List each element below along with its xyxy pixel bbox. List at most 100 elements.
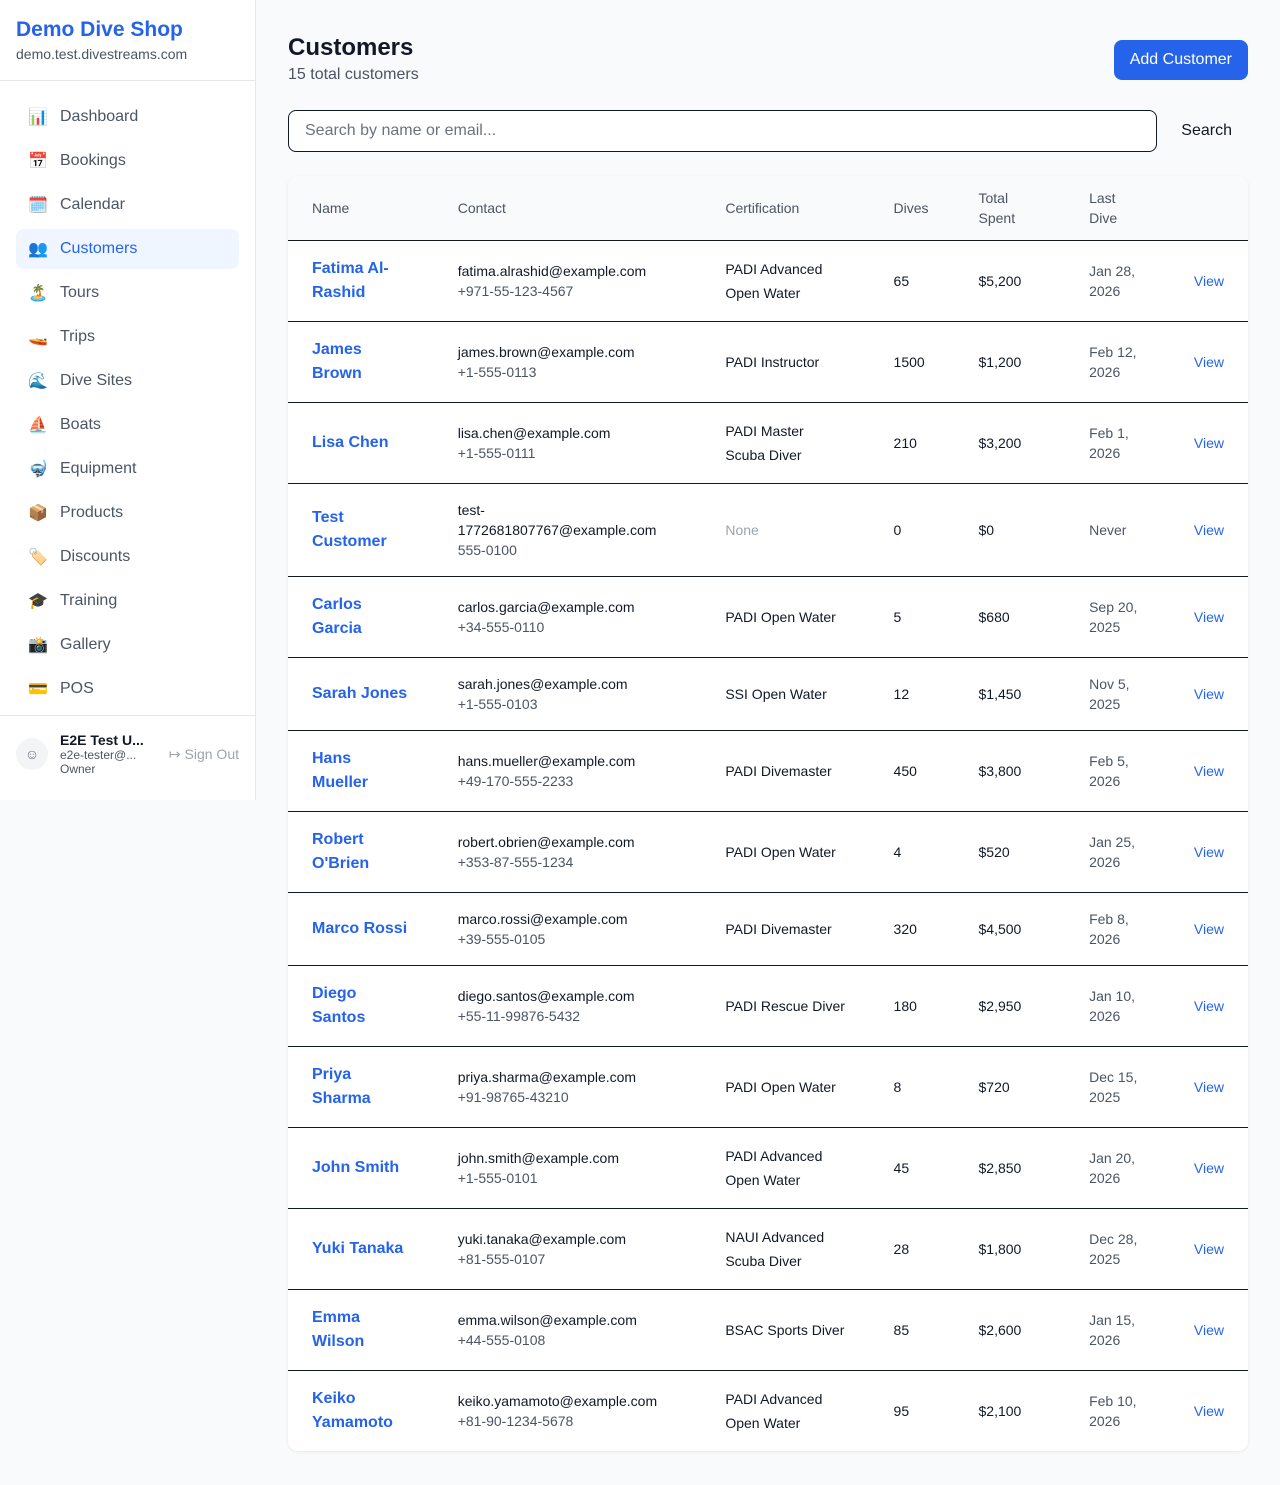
table-row: Priya Sharma priya.sharma@example.com +91… [288,1045,1248,1127]
customer-dives: 180 [869,964,955,1046]
table-row: Fatima Al-Rashid fatima.alrashid@example… [288,239,1248,321]
customer-certification: PADI Divemaster [725,762,832,779]
header-certification: Certification [701,176,870,240]
sidebar-item-customers[interactable]: 👥 Customers [16,229,239,269]
user-role: Owner [60,762,96,776]
customer-name-link[interactable]: Yuki Tanaka [312,1239,404,1257]
customer-name-link[interactable]: Keiko Yamamoto [312,1389,393,1431]
customer-email: emma.wilson@example.com [457,1311,637,1328]
customer-phone: +1-555-0103 [457,695,538,712]
customer-dives: 0 [869,482,955,576]
products-icon: 📦 [28,505,48,522]
view-customer-link[interactable]: View [1193,1321,1224,1338]
customer-certification: PADI Instructor [725,353,820,370]
customer-certification: SSI Open Water [725,685,827,702]
customer-total-spent: $5,200 [954,239,1066,321]
sidebar-item-discounts[interactable]: 🏷️ Discounts [16,537,239,577]
table-row: Robert O'Brien robert.obrien@example.com… [288,810,1248,892]
customer-email: sarah.jones@example.com [457,675,628,692]
table-row: Sarah Jones sarah.jones@example.com +1-55… [288,656,1248,730]
sign-out-button[interactable]: ↦ Sign Out [169,746,239,763]
add-customer-button[interactable]: Add Customer [1113,40,1248,80]
sidebar-item-label: Training [60,592,118,609]
table-row: Yuki Tanaka yuki.tanaka@example.com +81-5… [288,1207,1248,1289]
customer-name-link[interactable]: Priya Sharma [312,1065,371,1107]
shop-name[interactable]: Demo Dive Shop [16,18,183,41]
header-total-spent: Total Spent [954,176,1066,240]
view-customer-link[interactable]: View [1193,1159,1224,1176]
view-customer-link[interactable]: View [1193,1402,1224,1419]
customer-phone: +1-555-0111 [457,444,536,461]
sidebar-item-tours[interactable]: 🏝️ Tours [16,273,239,313]
view-customer-link[interactable]: View [1193,608,1224,625]
view-customer-link[interactable]: View [1193,521,1224,538]
sidebar-item-gallery[interactable]: 📸 Gallery [16,625,239,665]
customer-name-link[interactable]: Diego Santos [312,984,366,1026]
customer-certification: PADI Divemaster [725,920,832,937]
shop-domain: demo.test.divestreams.com [16,46,188,62]
customer-dives: 65 [869,239,955,321]
table-row: Test Customer test-1772681807767@example… [288,482,1248,576]
sidebar-item-training[interactable]: 🎓 Training [16,581,239,621]
customer-name-link[interactable]: Test Customer [312,508,387,550]
search-button[interactable]: Search [1157,122,1248,140]
customer-name-link[interactable]: John Smith [312,1158,400,1176]
view-customer-link[interactable]: View [1193,1240,1224,1257]
customer-name-link[interactable]: Robert O'Brien [312,830,370,872]
sidebar-item-equipment[interactable]: 🤿 Equipment [16,449,239,489]
customer-phone: +1-555-0113 [457,363,537,380]
boats-icon: ⛵ [28,417,48,434]
customer-phone: +81-555-0107 [457,1250,546,1267]
customer-phone: 555-0100 [457,541,517,558]
sidebar-item-calendar[interactable]: 🗓️ Calendar [16,185,239,225]
sidebar-item-label: Calendar [60,196,125,213]
customer-name-link[interactable]: Marco Rossi [312,919,408,937]
view-customer-link[interactable]: View [1193,997,1224,1014]
customer-name-link[interactable]: James Brown [312,340,362,382]
customer-last-dive: Feb 10, 2026 [1089,1392,1137,1429]
customer-phone: +81-90-1234-5678 [457,1412,574,1429]
customer-last-dive: Jan 15, 2026 [1089,1311,1136,1348]
customer-name-link[interactable]: Sarah Jones [312,684,408,702]
view-customer-link[interactable]: View [1193,1078,1224,1095]
customer-email: priya.sharma@example.com [457,1068,637,1085]
sidebar-item-trips[interactable]: 🚤 Trips [16,317,239,357]
customer-total-spent: $520 [954,810,1066,892]
table-row: Carlos Garcia carlos.garcia@example.com +… [288,575,1248,657]
sidebar-item-dashboard[interactable]: 📊 Dashboard [16,97,239,137]
customer-name-link[interactable]: Carlos Garcia [312,595,362,637]
sidebar-item-products[interactable]: 📦 Products [16,493,239,533]
customer-name-link[interactable]: Emma Wilson [312,1308,365,1350]
view-customer-link[interactable]: View [1193,762,1224,779]
customer-dives: 95 [869,1369,955,1451]
customer-name-link[interactable]: Lisa Chen [312,433,389,451]
discounts-icon: 🏷️ [28,549,48,566]
view-customer-link[interactable]: View [1193,920,1224,937]
sidebar-item-boats[interactable]: ⛵ Boats [16,405,239,445]
view-customer-link[interactable]: View [1193,685,1224,702]
customer-last-dive: Jan 20, 2026 [1089,1149,1136,1186]
customer-phone: +91-98765-43210 [457,1088,569,1105]
customer-total-spent: $1,800 [954,1207,1066,1289]
customer-name-link[interactable]: Hans Mueller [312,749,369,791]
customer-certification: BSAC Sports Diver [725,1321,845,1338]
customer-email: hans.mueller@example.com [457,752,636,769]
view-customer-link[interactable]: View [1193,353,1224,370]
sign-out-icon: ↦ [168,745,181,762]
header-actions [1169,176,1248,240]
view-customer-link[interactable]: View [1193,434,1224,451]
customers-table-card: Name Contact Certification Dives Total S… [288,176,1248,1451]
view-customer-link[interactable]: View [1193,272,1224,289]
sidebar-item-pos[interactable]: 💳 POS [16,669,239,709]
equipment-icon: 🤿 [28,461,48,478]
search-input[interactable] [288,110,1158,152]
sidebar: Demo Dive Shop demo.test.divestreams.com… [0,0,256,800]
sidebar-item-dive-sites[interactable]: 🌊 Dive Sites [16,361,239,401]
customer-certification: PADI Open Water [725,608,836,625]
sidebar-item-bookings[interactable]: 📅 Bookings [16,141,239,181]
sidebar-item-label: Trips [60,328,95,345]
view-customer-link[interactable]: View [1193,843,1224,860]
customer-name-link[interactable]: Fatima Al-Rashid [312,259,389,301]
user-name: E2E Test U... [60,732,144,748]
customer-dives: 5 [869,575,955,657]
